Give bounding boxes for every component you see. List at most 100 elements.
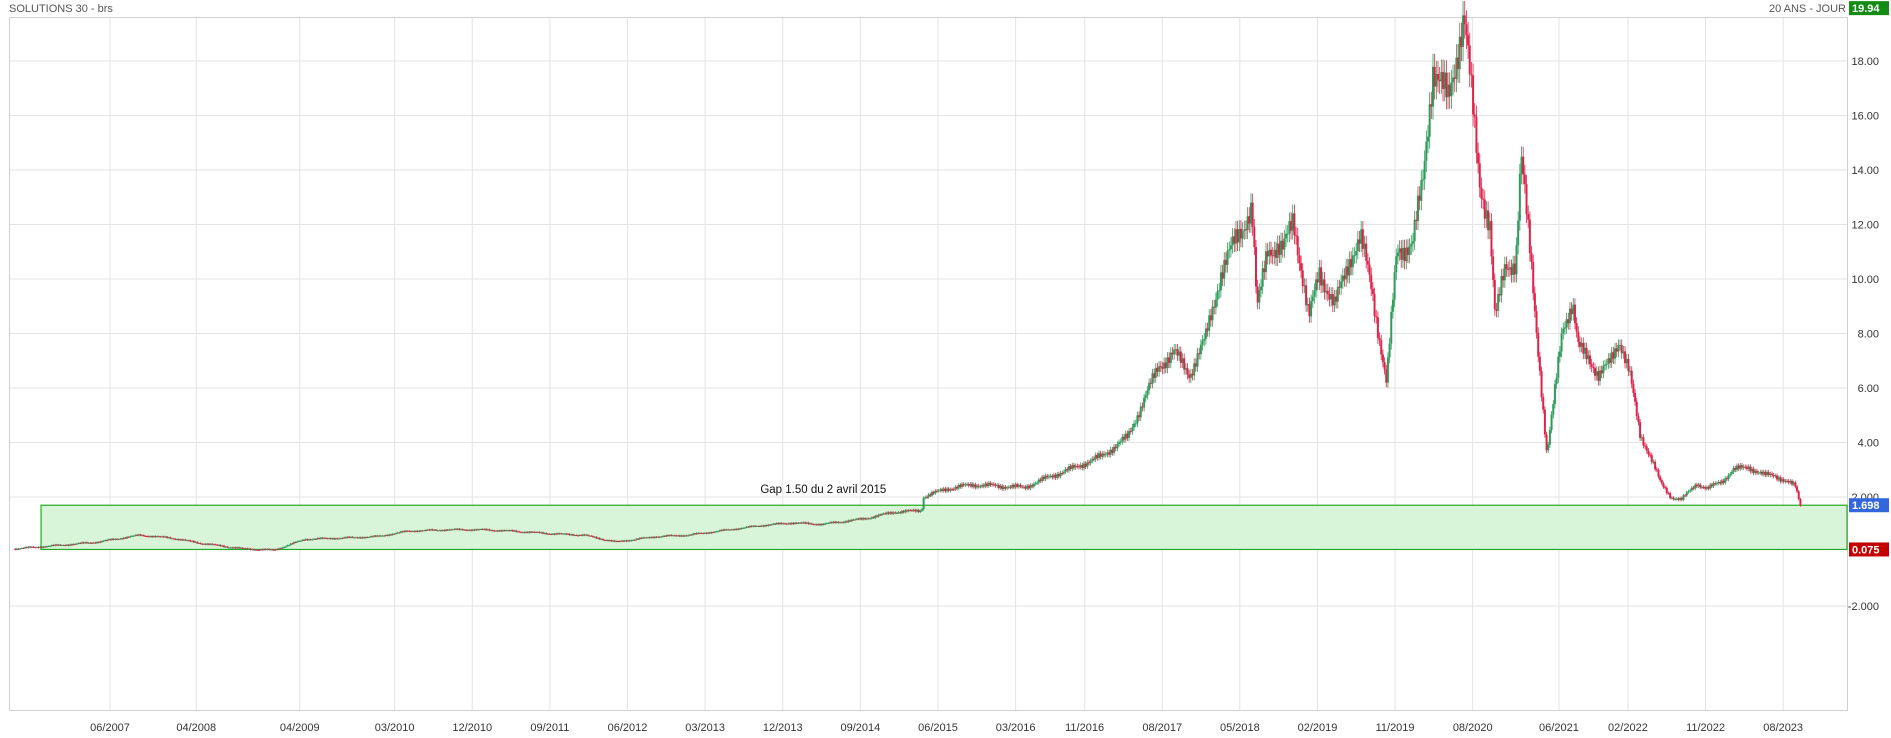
candle-body bbox=[376, 535, 379, 537]
candle-body bbox=[695, 532, 698, 535]
high-price-badge-bg bbox=[1849, 1, 1889, 16]
candle-body bbox=[847, 520, 850, 523]
candle-body bbox=[742, 527, 745, 529]
candle-body bbox=[1086, 462, 1089, 467]
candle-body bbox=[770, 524, 773, 526]
candle-body bbox=[224, 546, 227, 548]
candle-body bbox=[862, 518, 865, 520]
candle-body bbox=[1348, 259, 1351, 276]
candle-body bbox=[622, 540, 625, 542]
candle-body bbox=[1318, 267, 1321, 283]
candle-body bbox=[1784, 480, 1787, 482]
candle-body bbox=[1777, 477, 1780, 480]
candle-body bbox=[1386, 357, 1389, 383]
candle-body bbox=[1557, 356, 1560, 378]
candle-body bbox=[1478, 163, 1481, 188]
candle-body bbox=[157, 536, 160, 538]
candle-body bbox=[1771, 473, 1774, 475]
candle-body bbox=[1288, 221, 1291, 234]
candle-body bbox=[558, 533, 561, 535]
candle-body bbox=[273, 549, 276, 551]
candle-body bbox=[211, 543, 214, 545]
candle-body bbox=[1395, 256, 1398, 273]
candle-body bbox=[747, 526, 750, 528]
candle-body bbox=[627, 540, 630, 542]
candle-body bbox=[1084, 463, 1087, 467]
y-tick-label: 16.00 bbox=[1851, 111, 1879, 123]
candle-body bbox=[632, 539, 635, 541]
candle-body bbox=[1453, 77, 1456, 79]
candle-body bbox=[929, 494, 932, 496]
candle-body bbox=[1762, 471, 1765, 475]
x-tick-label: 08/2023 bbox=[1763, 722, 1803, 734]
candle-body bbox=[1296, 236, 1299, 256]
candle-body bbox=[59, 544, 62, 546]
candle-body bbox=[982, 485, 985, 487]
candle-body bbox=[1275, 249, 1278, 258]
candle-body bbox=[1670, 497, 1673, 499]
candle-body bbox=[560, 533, 563, 535]
candle-body bbox=[1254, 247, 1257, 287]
candle-body bbox=[1498, 294, 1501, 296]
candle-body bbox=[97, 541, 100, 543]
candle-body bbox=[1605, 363, 1608, 365]
candle-body bbox=[1365, 243, 1368, 261]
candle-body bbox=[805, 522, 808, 524]
candle-body bbox=[867, 518, 870, 520]
candle-body bbox=[396, 532, 399, 534]
candle-body bbox=[642, 537, 645, 539]
candle-body bbox=[1004, 486, 1007, 489]
candle-body bbox=[1071, 465, 1074, 469]
candle-body bbox=[236, 547, 239, 549]
candle-body bbox=[1655, 469, 1658, 471]
candle-body bbox=[727, 529, 730, 531]
candle-body bbox=[885, 512, 888, 514]
candle-body bbox=[242, 548, 245, 550]
candle-body bbox=[688, 534, 691, 536]
candle-body bbox=[1353, 255, 1356, 257]
x-tick-label: 04/2008 bbox=[176, 722, 216, 734]
candle-body bbox=[191, 540, 194, 542]
candle-body bbox=[789, 523, 792, 525]
candle-body bbox=[414, 530, 417, 532]
candle-body bbox=[1604, 364, 1607, 366]
candle-body bbox=[1216, 291, 1219, 300]
candle-body bbox=[1214, 299, 1217, 308]
candle-body bbox=[1680, 497, 1683, 500]
candle-body bbox=[605, 540, 608, 542]
candle-body bbox=[1583, 347, 1586, 354]
candle-body bbox=[1558, 351, 1561, 357]
candle-body bbox=[707, 532, 710, 534]
candle-body bbox=[794, 522, 797, 525]
candle-body bbox=[947, 488, 950, 491]
candle-body bbox=[124, 537, 127, 539]
candle-body bbox=[1719, 481, 1722, 484]
candle-body bbox=[316, 538, 319, 540]
candle-body bbox=[1014, 484, 1017, 488]
candle-body bbox=[1017, 485, 1020, 487]
candle-body bbox=[894, 512, 897, 514]
candle-body bbox=[672, 535, 675, 537]
candle-body bbox=[1542, 397, 1545, 410]
candle-body bbox=[1211, 306, 1214, 321]
candle-body bbox=[712, 532, 715, 534]
candle-body bbox=[436, 530, 439, 532]
candle-body bbox=[1194, 363, 1197, 367]
candle-body bbox=[548, 533, 551, 535]
candle-body bbox=[1291, 213, 1294, 231]
candle-body bbox=[1527, 213, 1530, 220]
candle-body bbox=[1345, 266, 1348, 280]
candle-body bbox=[293, 542, 296, 544]
candle-body bbox=[246, 548, 249, 550]
candle-body bbox=[576, 535, 579, 537]
candle-body bbox=[879, 514, 882, 516]
candle-body bbox=[1199, 344, 1202, 355]
candle-body bbox=[668, 534, 671, 537]
candle-body bbox=[1410, 243, 1413, 247]
candle-body bbox=[1176, 349, 1179, 356]
x-tick-label: 12/2010 bbox=[452, 722, 492, 734]
candle-body bbox=[1794, 482, 1797, 487]
candle-body bbox=[62, 545, 65, 547]
candle-body bbox=[1099, 453, 1102, 457]
candle-body bbox=[607, 540, 610, 542]
